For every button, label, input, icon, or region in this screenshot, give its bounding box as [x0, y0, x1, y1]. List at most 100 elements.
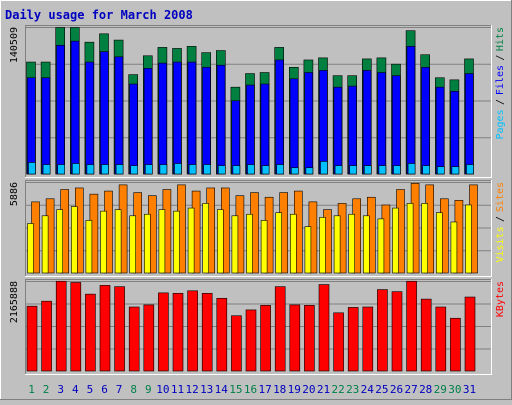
hfp-files-bar	[318, 70, 328, 175]
sv-visits-bar	[27, 223, 34, 274]
hfp-pages-bar	[174, 163, 182, 175]
sv-visits-bar	[304, 226, 312, 274]
hfp-pages-bar	[115, 164, 124, 175]
hfp-files-bar	[143, 68, 153, 175]
sv-visits-bar	[377, 218, 385, 274]
panel-sites-visits: 5886 Sites / Visits	[9, 180, 506, 277]
hfp-pages-bar	[28, 162, 36, 175]
day-label: 12	[185, 383, 198, 396]
hfp-pages-bar	[393, 165, 401, 175]
hfp-files-bar	[26, 77, 36, 175]
day-label: 24	[361, 383, 375, 396]
kb-kbytes-bar	[260, 305, 271, 372]
sv-visits-bar	[100, 210, 107, 274]
kb-kbytes-bar	[216, 297, 228, 372]
hfp-pages-bar	[407, 163, 416, 175]
day-label: 26	[390, 383, 403, 396]
chart-title: Daily usage for March 2008	[5, 8, 193, 22]
kb-kbytes-bar	[114, 286, 125, 372]
hfp-files-bar	[421, 66, 430, 175]
sv-visits-bar	[173, 210, 180, 274]
hfp-files-bar	[260, 83, 270, 175]
hfp-pages-bar	[320, 161, 328, 175]
hfp-pages-bar	[101, 164, 109, 175]
sv-visits-bar	[202, 203, 209, 274]
hfp-pages-bar	[72, 163, 80, 175]
hfp-pages-bar	[247, 164, 255, 175]
hfp-files-bar	[41, 77, 51, 175]
day-label: 14	[215, 383, 229, 396]
day-label: 27	[404, 383, 417, 396]
kb-kbytes-bar	[274, 286, 286, 372]
kb-kbytes-bar	[464, 296, 476, 372]
sv-visits-bar	[41, 215, 49, 274]
hfp-pages-bar	[422, 165, 431, 175]
kb-legend-kbytes: KBytes	[495, 281, 506, 317]
hfp-files-bar	[304, 72, 314, 175]
hfp-files-bar	[464, 73, 474, 175]
sv-legend-visits: Visits	[495, 226, 506, 262]
day-label: 6	[101, 383, 108, 396]
day-label: 23	[346, 383, 359, 396]
sv-visits-bar	[392, 207, 399, 274]
sv-visits-bar	[260, 220, 268, 274]
sv-visits-bar	[362, 215, 370, 274]
hfp-pages-bar	[334, 165, 343, 175]
hfp-pages-bar	[378, 165, 387, 175]
hfp-files-bar	[406, 46, 416, 175]
hfp-pages-bar	[232, 165, 241, 175]
sv-visits-bar	[158, 209, 166, 274]
hfp-pages-bar	[159, 164, 168, 175]
kb-kbytes-bar	[99, 285, 111, 372]
kb-kbytes-bar	[231, 315, 242, 372]
hfp-files-bar	[275, 59, 284, 175]
hfp-files-bar	[56, 45, 65, 175]
kb-kbytes-bar	[70, 282, 82, 372]
day-label: 1	[28, 383, 35, 396]
kb-kbytes-bar	[172, 292, 184, 372]
sv-visits-bar	[144, 213, 151, 274]
hfp-pages-bar	[130, 165, 138, 175]
sv-visits-bar	[421, 203, 429, 274]
hfp-files-bar	[391, 75, 401, 175]
panel-kbytes: 2165888 KBytes	[9, 279, 506, 375]
hfp-files-bar	[333, 86, 343, 175]
kb-kbytes-bar	[318, 284, 330, 372]
sv-visits-bar	[275, 212, 283, 274]
hfp-pages-bar	[305, 167, 314, 175]
hfp-legend-separator: /	[495, 99, 506, 105]
hfp-files-bar	[158, 62, 167, 175]
hfp-files-bar	[450, 91, 460, 175]
kb-kbytes-bar	[435, 306, 447, 372]
day-label: 21	[317, 383, 330, 396]
hfp-legend-pages: Pages	[495, 109, 506, 139]
kb-max-label: 2165888	[9, 281, 20, 323]
sv-visits-bar	[114, 209, 122, 274]
hfp-pages-bar	[86, 164, 95, 175]
kb-kbytes-bar	[85, 293, 96, 372]
kb-kbytes-bar	[347, 307, 359, 372]
hfp-pages-bar	[451, 166, 460, 175]
day-label: 19	[288, 383, 301, 396]
kb-kbytes-bar	[362, 306, 374, 372]
hfp-max-label: 140509	[9, 27, 20, 63]
hfp-pages-bar	[276, 164, 285, 175]
hfp-pages-bar	[436, 166, 445, 175]
hfp-pages-bar	[218, 165, 226, 175]
sv-visits-bar	[289, 213, 297, 274]
sv-visits-bar	[319, 217, 326, 274]
hfp-files-bar	[70, 40, 80, 175]
sv-visits-bar	[465, 204, 472, 274]
day-label: 22	[331, 383, 344, 396]
hfp-files-bar	[216, 64, 226, 175]
day-label: 28	[419, 383, 432, 396]
day-label: 20	[302, 383, 315, 396]
kb-kbytes-bar	[450, 317, 461, 372]
day-label: 31	[463, 383, 476, 396]
kb-kbytes-bar	[377, 289, 388, 372]
sv-visits-bar	[231, 215, 239, 274]
kb-kbytes-bar	[128, 306, 140, 372]
hfp-pages-bar	[290, 167, 299, 175]
